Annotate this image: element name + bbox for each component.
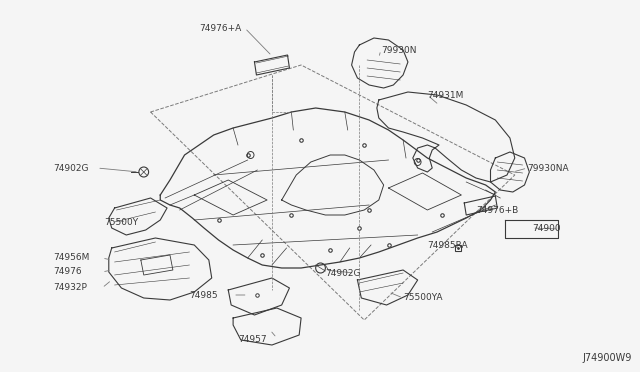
Text: 75500Y: 75500Y [104, 218, 138, 227]
Text: 75500YA: 75500YA [403, 294, 443, 302]
Text: 74985RA: 74985RA [428, 241, 468, 250]
Text: J74900W9: J74900W9 [583, 353, 632, 363]
Text: 74976+A: 74976+A [199, 23, 241, 32]
Text: 74902G: 74902G [325, 269, 361, 278]
Text: 79930N: 79930N [381, 45, 417, 55]
Text: 74902G: 74902G [53, 164, 89, 173]
Text: 74985: 74985 [189, 291, 218, 299]
Text: 74956M: 74956M [53, 253, 90, 263]
Text: 74931M: 74931M [428, 90, 464, 99]
Text: 74976: 74976 [53, 267, 82, 276]
Text: 74976+B: 74976+B [476, 205, 518, 215]
Text: 79930NA: 79930NA [527, 164, 569, 173]
Text: 74900: 74900 [532, 224, 561, 232]
Text: 74932P: 74932P [53, 283, 87, 292]
Text: 74957: 74957 [238, 336, 267, 344]
